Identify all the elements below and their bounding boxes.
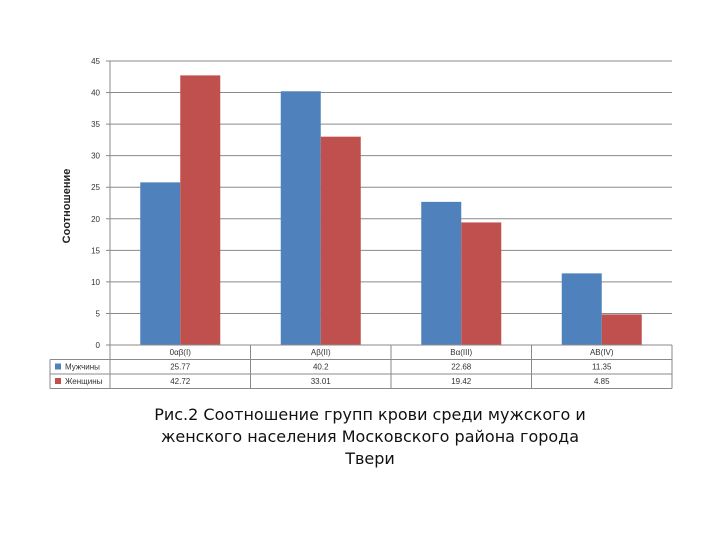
legend-label: Мужчины xyxy=(65,363,100,372)
x-tick-label: 0αβ(I) xyxy=(170,348,192,357)
y-tick-label: 5 xyxy=(96,309,101,318)
caption-line-3: Твери xyxy=(345,449,395,468)
y-tick-label: 25 xyxy=(91,183,100,192)
y-axis-ticks: 0 5 10 15 20 25 30 35 40 45 xyxy=(91,57,100,350)
figure-caption: Рис.2 Соотношение групп крови среди мужс… xyxy=(130,404,610,470)
y-axis-label: Соотношение xyxy=(61,169,73,244)
legend-swatch xyxy=(55,378,61,384)
data-label: 33.01 xyxy=(311,377,332,386)
y-tick-label: 45 xyxy=(91,57,100,66)
y-tick-label: 0 xyxy=(96,341,101,350)
data-label: 42.72 xyxy=(170,377,191,386)
y-tick-label: 20 xyxy=(91,215,100,224)
y-tick-label: 30 xyxy=(91,152,100,161)
bar-1-1 xyxy=(320,136,361,345)
y-tick-label: 40 xyxy=(91,89,100,98)
data-label: 22.68 xyxy=(451,363,472,372)
bars xyxy=(140,75,642,345)
data-label: 40.2 xyxy=(313,363,329,372)
data-label: 25.77 xyxy=(170,363,191,372)
data-label: 19.42 xyxy=(451,377,472,386)
y-tick-label: 15 xyxy=(91,246,100,255)
data-label: 11.35 xyxy=(592,363,612,372)
x-tick-label: AB(IV) xyxy=(590,348,614,357)
bar-chart: 0 5 10 15 20 25 30 35 40 45 Соотношение 0αβ(I) Aβ(… xyxy=(49,57,673,389)
x-tick-label: Bα(III) xyxy=(450,348,472,357)
data-table: 0αβ(I) Aβ(II) Bα(III) AB(IV) Мужчины 25.77 40.… xyxy=(49,344,673,389)
bar-0-2 xyxy=(421,201,462,345)
bar-0-3 xyxy=(561,273,602,345)
x-tick-label: Aβ(II) xyxy=(311,348,331,357)
bar-1-0 xyxy=(180,75,221,345)
bar-0-0 xyxy=(140,182,181,345)
data-label: 4.85 xyxy=(594,377,610,386)
caption-line-2: женского населения Московского района го… xyxy=(160,427,580,446)
legend-label: Женщины xyxy=(65,377,103,386)
caption-line-1: Рис.2 Соотношение групп крови среди мужс… xyxy=(154,405,586,424)
legend-swatch xyxy=(55,363,61,370)
bar-1-3 xyxy=(601,314,642,345)
y-tick-label: 10 xyxy=(91,278,100,287)
bar-1-2 xyxy=(461,222,502,345)
y-tick-label: 35 xyxy=(91,120,100,129)
bar-0-1 xyxy=(280,91,321,345)
